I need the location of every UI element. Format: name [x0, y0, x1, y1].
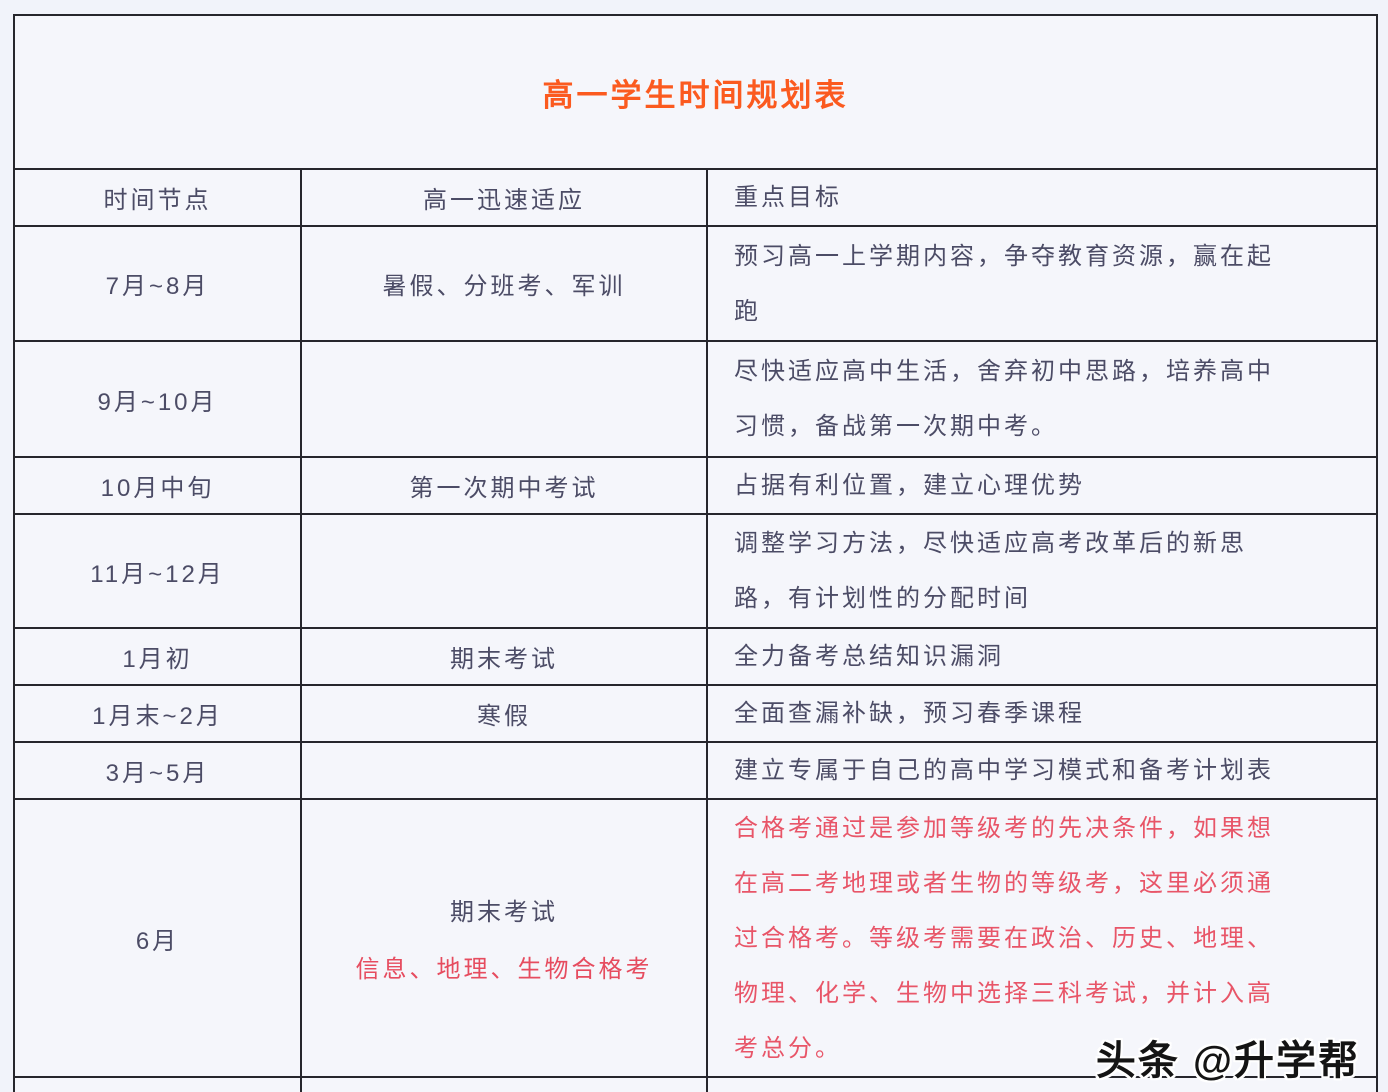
time-cell: 10月中旬 — [13, 456, 302, 515]
activity-note: 信息、地理、生物合格考 — [355, 956, 653, 983]
time-cell: 11月~12月 — [13, 513, 302, 629]
column-header-time: 时间节点 — [13, 168, 302, 227]
table-row: 1月初 期末考试 全力备考总结知识漏洞 — [13, 627, 1379, 686]
table-row: 3月~5月 建立专属于自己的高中学习模式和备考计划表 — [13, 741, 1379, 800]
schedule-table: 高一学生时间规划表 时间节点 高一迅速适应 重点目标 7月~8月 暑假、分班考、… — [12, 14, 1379, 1092]
activity-cell: 期末考试 信息、地理、生物合格考 — [300, 798, 708, 1078]
table-row: 11月~12月 调整学习方法，尽快适应高考改革后的新思 路，有计划性的分配时间 — [13, 513, 1379, 629]
activity-cell — [300, 741, 708, 800]
goal-cell: 全面查漏补缺，预习春季课程 — [705, 684, 1379, 743]
table-row: 10月中旬 第一次期中考试 占据有利位置，建立心理优势 — [13, 456, 1379, 515]
activity-cell: 寒假 — [300, 684, 708, 743]
goal-cell: 占据有利位置，建立心理优势 — [705, 456, 1379, 515]
goal-cell: 尽快适应高中生活，舍弃初中思路，培养高中 习惯，备战第一次期中考。 — [705, 340, 1379, 458]
goal-cell: 全力备考总结知识漏洞 — [705, 627, 1379, 686]
table-row-partial — [13, 1076, 1379, 1092]
activity-main: 期末考试 — [450, 899, 558, 926]
time-cell: 3月~5月 — [13, 741, 302, 800]
goal-cell: 建立专属于自己的高中学习模式和备考计划表 — [705, 741, 1379, 800]
activity-cell — [300, 340, 708, 458]
activity-cell — [300, 513, 708, 629]
empty-cell — [300, 1076, 708, 1092]
empty-cell — [705, 1076, 1379, 1092]
time-cell: 9月~10月 — [13, 340, 302, 458]
goal-cell: 调整学习方法，尽快适应高考改革后的新思 路，有计划性的分配时间 — [705, 513, 1379, 629]
time-cell: 1月初 — [13, 627, 302, 686]
empty-cell — [13, 1076, 302, 1092]
page-title: 高一学生时间规划表 — [542, 77, 849, 113]
table-row: 6月 期末考试 信息、地理、生物合格考 合格考通过是参加等级考的先决条件，如果想… — [13, 798, 1379, 1078]
table-row: 1月末~2月 寒假 全面查漏补缺，预习春季课程 — [13, 684, 1379, 743]
time-cell: 6月 — [13, 798, 302, 1078]
title-row: 高一学生时间规划表 — [12, 14, 1379, 170]
column-header-goal: 重点目标 — [705, 168, 1379, 227]
table-row: 7月~8月 暑假、分班考、军训 预习高一上学期内容，争夺教育资源，赢在起 跑 — [13, 225, 1379, 342]
watermark: 头条 @升学帮 — [1095, 1039, 1360, 1083]
goal-cell: 预习高一上学期内容，争夺教育资源，赢在起 跑 — [705, 225, 1379, 342]
activity-cell: 第一次期中考试 — [300, 456, 708, 515]
activity-cell: 暑假、分班考、军训 — [300, 225, 708, 342]
title-cell: 高一学生时间规划表 — [12, 14, 1379, 170]
header-row: 时间节点 高一迅速适应 重点目标 — [13, 168, 1379, 227]
time-cell: 1月末~2月 — [13, 684, 302, 743]
activity-cell: 期末考试 — [300, 627, 708, 686]
column-header-adapt: 高一迅速适应 — [300, 168, 708, 227]
goal-cell: 合格考通过是参加等级考的先决条件，如果想 在高二考地理或者生物的等级考，这里必须… — [705, 798, 1379, 1078]
time-cell: 7月~8月 — [13, 225, 302, 342]
table-row: 9月~10月 尽快适应高中生活，舍弃初中思路，培养高中 习惯，备战第一次期中考。 — [13, 340, 1379, 458]
